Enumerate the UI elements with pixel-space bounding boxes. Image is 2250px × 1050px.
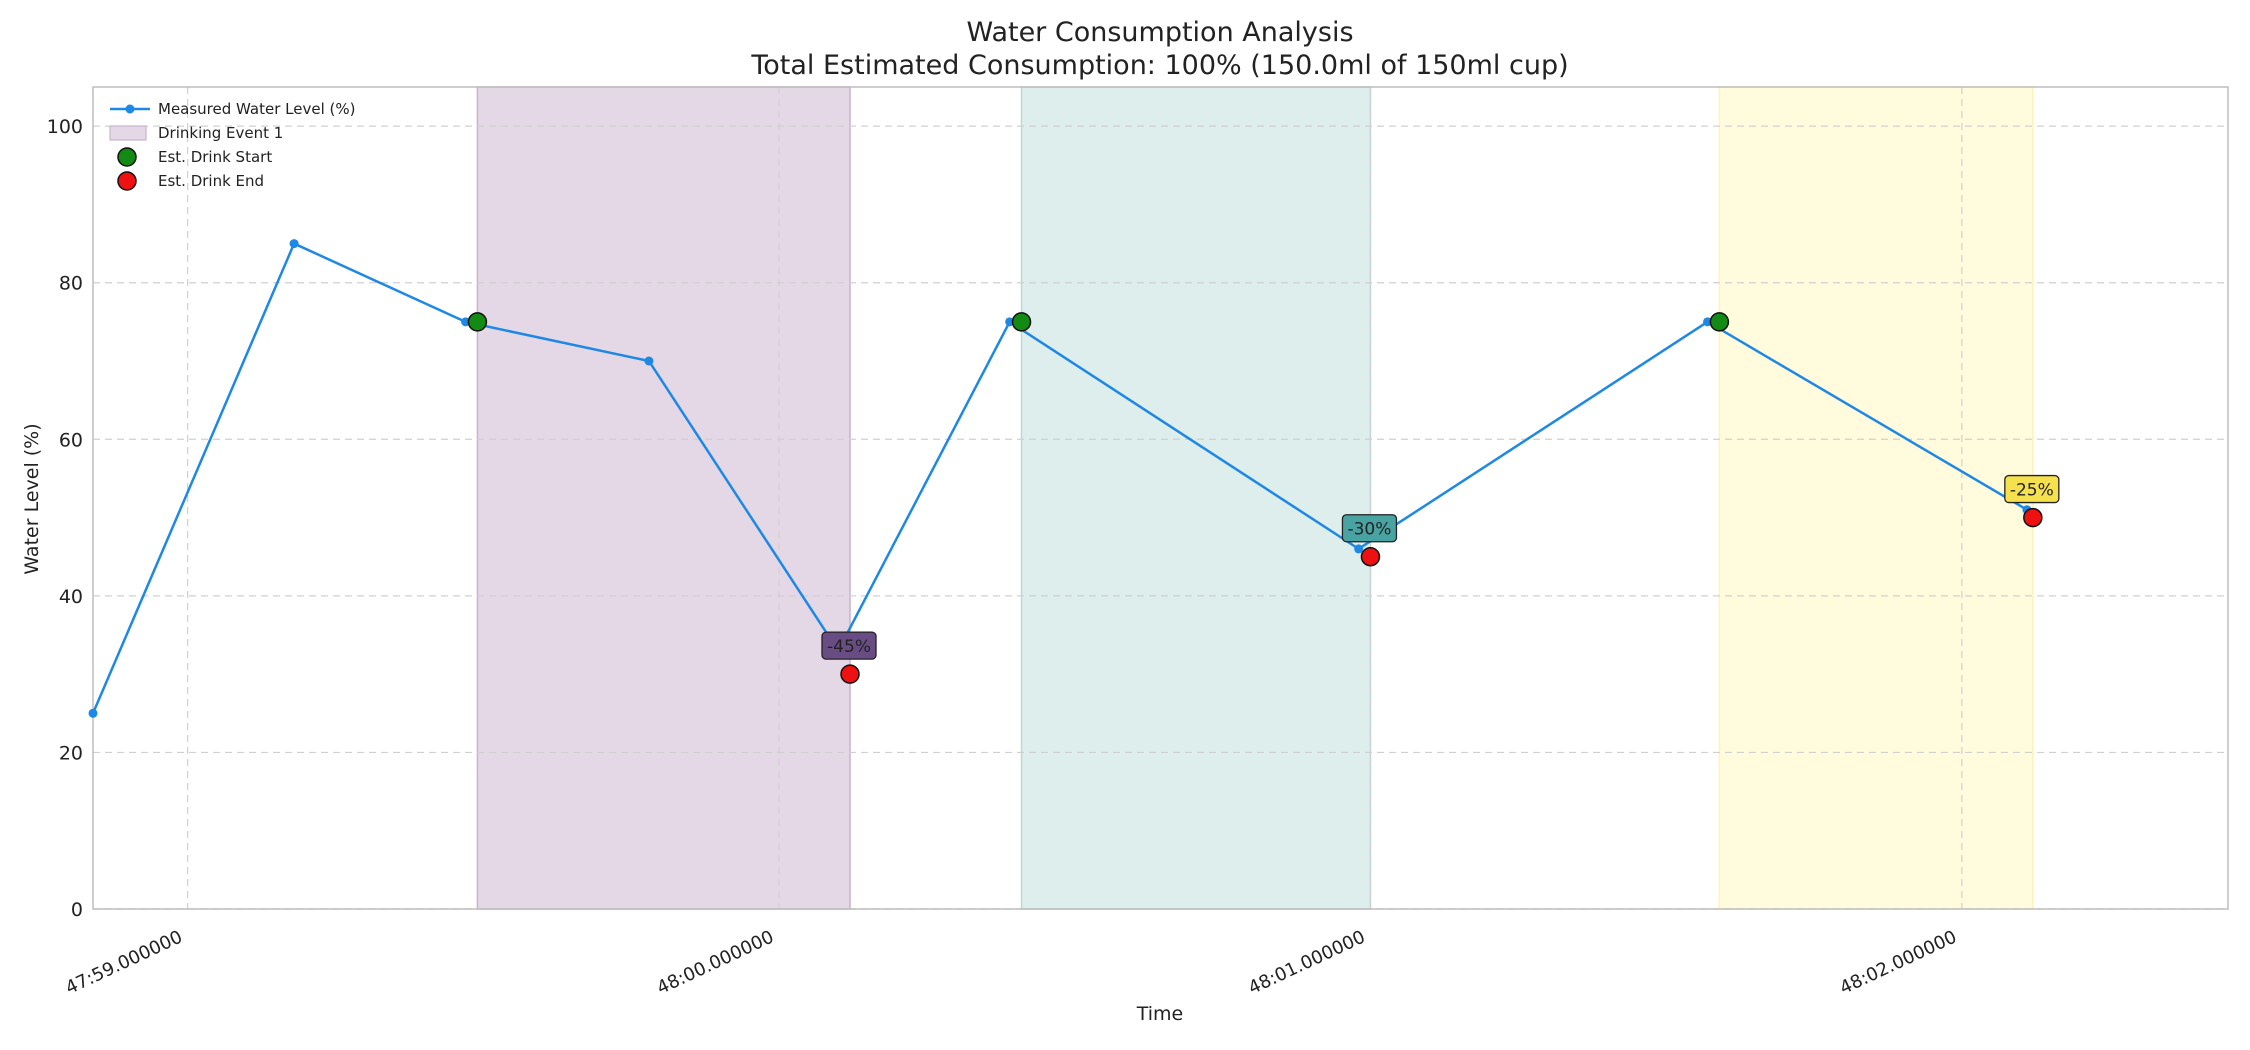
drink-annotation-label-2: -30% <box>1347 520 1391 540</box>
drink-annotation-label-3: -25% <box>2010 481 2054 501</box>
y-tick-label-3: 60 <box>59 429 83 451</box>
x-tick-label-2: 48:01.000000 <box>1245 926 1368 998</box>
data-point-5 <box>1005 317 1015 327</box>
legend-line-marker <box>125 104 135 114</box>
x-tick-label-1: 48:00.000000 <box>654 926 777 998</box>
chart-title: Water Consumption Analysis <box>966 17 1353 48</box>
legend-patch-swatch <box>109 125 147 141</box>
y-tick-label-2: 40 <box>59 586 83 608</box>
x-tick-label-3: 48:02.000000 <box>1837 926 1960 998</box>
drink-end-marker-3 <box>2023 507 2043 528</box>
drink-annotation-box-3 <box>2004 474 2060 504</box>
x-axis-label: Time <box>1136 1003 1184 1025</box>
legend-label-1: Drinking Event 1 <box>158 124 283 142</box>
data-point-1 <box>289 239 299 249</box>
y-tick-label-5: 100 <box>47 116 83 138</box>
chart-subtitle: Total Estimated Consumption: 100% (150.0… <box>750 50 1568 81</box>
drink-start-marker-3 <box>1709 312 1730 332</box>
drink-end-marker-2 <box>1360 546 1381 567</box>
legend-label-3: Est. Drink End <box>158 172 264 190</box>
data-point-2 <box>461 317 471 327</box>
x-tick-label-0: 47:59.000000 <box>62 926 185 998</box>
legend-marker-swatch-3 <box>117 171 137 191</box>
y-tick-label-1: 20 <box>59 742 83 764</box>
drink-annotation-3: -25% <box>2004 474 2060 504</box>
drink-annotation-2: -30% <box>1341 514 1398 543</box>
drink-event-span-1 <box>476 86 851 910</box>
drink-end-marker-1 <box>840 664 860 684</box>
drink-annotation-1: -45% <box>821 631 877 660</box>
data-point-7 <box>1703 317 1713 327</box>
plot-area: 0 20 40 60 80 100 47:59.000000 48:00.000000 48:0… <box>47 86 2229 999</box>
y-tick-label-0: 0 <box>71 899 83 921</box>
drink-event-span-3 <box>1718 86 2034 910</box>
legend-label-0: Measured Water Level (%) <box>158 100 355 118</box>
legend-marker-swatch-2 <box>117 147 137 167</box>
drink-start-marker-2 <box>1011 312 1032 332</box>
data-point-3 <box>644 356 654 366</box>
legend: Measured Water Level (%) Drinking Event 1… <box>109 100 355 191</box>
drink-annotation-label-1: -45% <box>827 637 871 657</box>
drink-annotation-box-1 <box>821 631 877 660</box>
data-point-0 <box>88 708 98 718</box>
drink-event-span-2 <box>1020 86 1372 910</box>
legend-label-2: Est. Drink Start <box>158 148 272 166</box>
y-axis-label: Water Level (%) <box>21 423 43 574</box>
drink-annotation-box-2 <box>1341 514 1398 543</box>
drink-start-marker-1 <box>467 312 488 332</box>
y-tick-label-4: 80 <box>59 273 83 295</box>
data-point-6 <box>1354 544 1364 554</box>
plot-frame <box>92 86 2229 910</box>
